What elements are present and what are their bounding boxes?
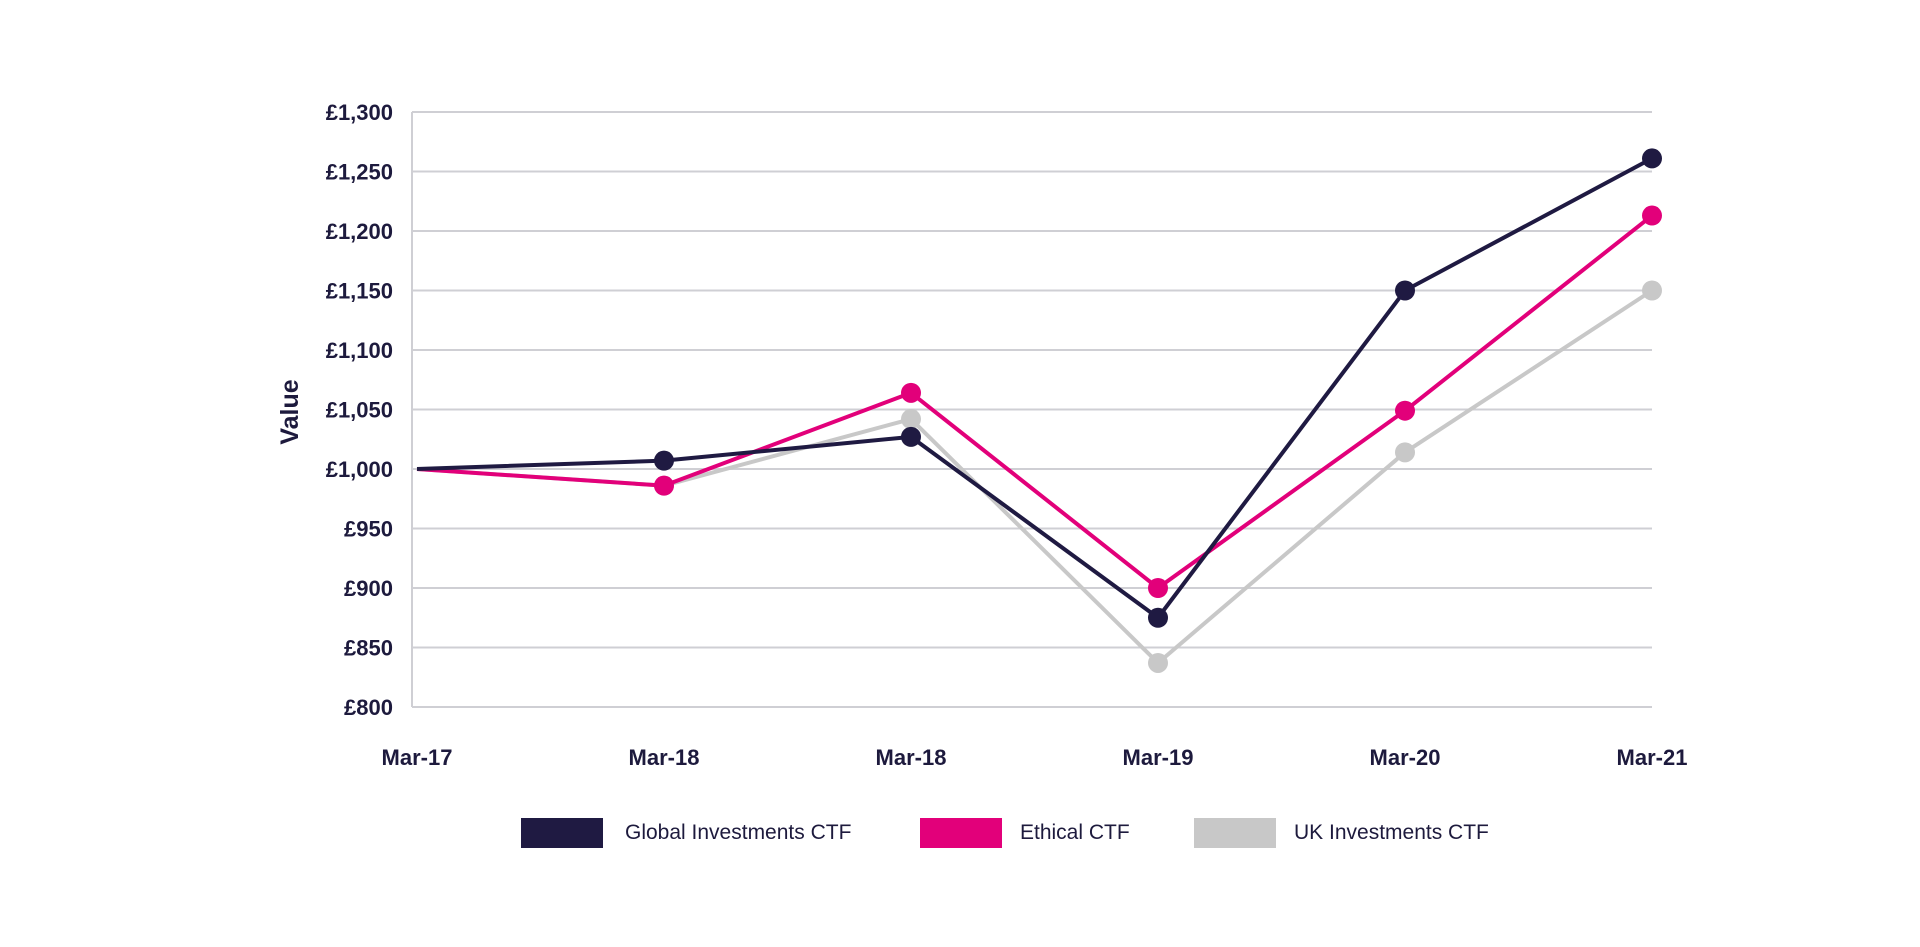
y-tick-label: £1,100: [326, 338, 393, 363]
data-point-global-investments-ctf: [1395, 280, 1415, 301]
data-point-uk-investments-ctf: [1642, 280, 1662, 301]
x-tick-label: Mar-18: [629, 745, 700, 770]
data-point-global-investments-ctf: [654, 450, 674, 471]
y-axis-title: Value: [276, 379, 304, 444]
legend-label-global-investments: Global Investments CTF: [625, 821, 852, 844]
data-point-ethical-ctf: [1395, 400, 1415, 421]
data-point-global-investments-ctf: [1148, 607, 1168, 628]
series-uk-investments-ctf: [416, 280, 1662, 673]
grid-lines: [411, 111, 1652, 708]
series-lines: [416, 148, 1662, 673]
legend-label-uk-investments: UK Investments CTF: [1294, 821, 1489, 844]
data-point-ethical-ctf: [654, 475, 674, 496]
data-point-ethical-ctf: [1642, 205, 1662, 226]
series-ethical-ctf: [416, 205, 1662, 598]
y-axis-tick-labels: £800 £850 £900 £950 £1,000 £1,050 £1,100 £1,150…: [326, 100, 393, 720]
x-tick-label: Mar-21: [1617, 745, 1688, 770]
x-tick-label: Mar-18: [876, 745, 947, 770]
series-line-global-investments-ctf: [416, 156, 1653, 620]
x-axis-tick-labels: Mar-17 Mar-18 Mar-18 Mar-19 Mar-20 Mar-21: [382, 745, 1688, 770]
series-line-ethical-ctf: [416, 213, 1654, 590]
data-point-global-investments-ctf: [901, 426, 921, 447]
data-point-uk-investments-ctf: [1148, 652, 1168, 673]
y-tick-label: £850: [344, 636, 393, 661]
series-line-uk-investments-ctf: [416, 288, 1654, 665]
y-tick-label: £1,000: [326, 457, 393, 482]
data-point-uk-investments-ctf: [1395, 442, 1415, 463]
x-tick-label: Mar-19: [1123, 745, 1194, 770]
y-tick-label: £950: [344, 517, 393, 542]
x-tick-label: Mar-20: [1370, 745, 1441, 770]
series-global-investments-ctf: [416, 148, 1662, 628]
y-tick-label: £1,300: [326, 100, 393, 125]
y-tick-label: £1,250: [326, 160, 393, 185]
legend: Global Investments CTF Ethical CTF UK In…: [0, 818, 1920, 848]
data-point-uk-investments-ctf: [901, 409, 921, 430]
x-tick-label: Mar-17: [382, 745, 453, 770]
y-tick-label: £1,200: [326, 219, 393, 244]
data-point-global-investments-ctf: [1642, 148, 1662, 169]
legend-swatch-uk-investments: [1194, 818, 1276, 848]
y-tick-label: £1,150: [326, 279, 393, 304]
y-tick-label: £900: [344, 576, 393, 601]
legend-label-ethical: Ethical CTF: [1020, 821, 1130, 844]
data-point-ethical-ctf: [1148, 578, 1168, 598]
legend-swatch-global-investments: [521, 818, 603, 848]
y-tick-label: £1,050: [326, 398, 393, 423]
y-tick-label: £800: [344, 695, 393, 720]
legend-swatch-ethical: [920, 818, 1002, 848]
data-point-ethical-ctf: [901, 382, 921, 403]
